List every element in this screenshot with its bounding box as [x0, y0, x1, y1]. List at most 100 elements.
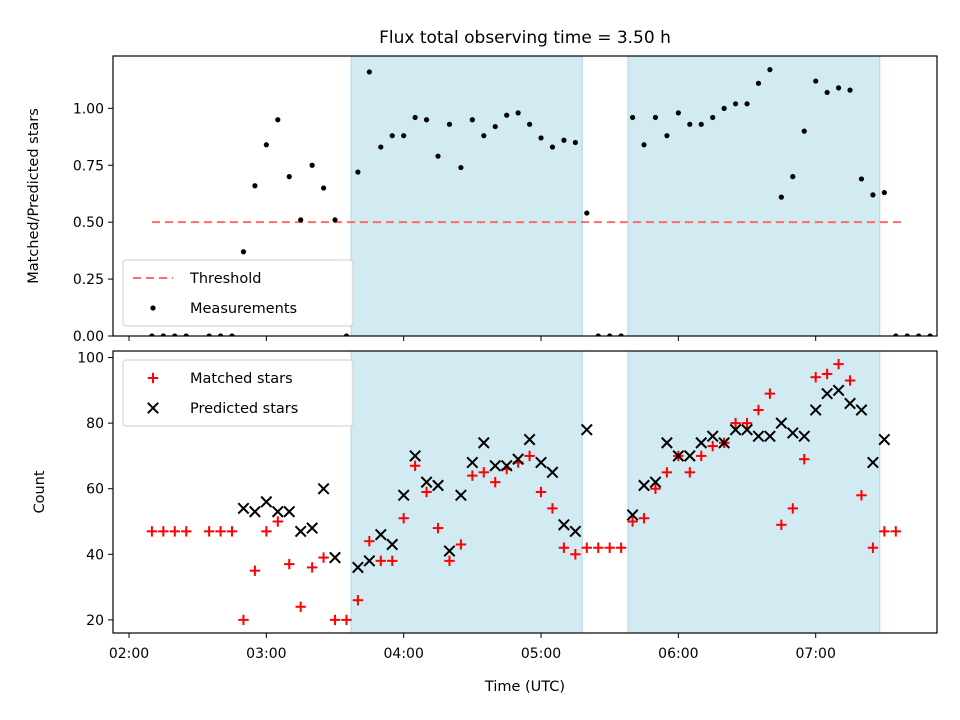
y-tick-label: 0.75 — [73, 158, 104, 174]
predicted-stars-point-d2 — [661, 436, 673, 449]
measurements-point — [618, 333, 624, 336]
predicted-stars-point — [546, 466, 559, 479]
matched-stars-point — [467, 470, 478, 481]
measurements-point — [538, 135, 544, 141]
predicted-stars-point — [626, 509, 639, 521]
legend-measurements-swatch — [150, 305, 156, 311]
measurements-point — [881, 189, 887, 196]
predicted-stars-point — [374, 528, 387, 541]
predicted-stars-point — [569, 525, 582, 538]
predicted-stars-point-d2 — [535, 456, 547, 469]
predicted-stars-point — [706, 430, 719, 443]
matched-stars-point — [810, 372, 821, 383]
predicted-stars-point — [523, 433, 536, 446]
predicted-stars-point-d2 — [809, 404, 822, 416]
measurements-point — [664, 133, 670, 139]
matched-stars-point — [604, 542, 615, 553]
measurements-point — [286, 174, 292, 180]
predicted-stars-point-d2 — [821, 387, 834, 400]
observing-window-0-0 — [350, 56, 583, 336]
matched-stars-point — [375, 555, 386, 567]
observing-window-0-1 — [627, 56, 881, 336]
matched-stars-point — [593, 542, 604, 553]
matched-stars-point — [844, 375, 856, 386]
predicted-stars-point — [729, 423, 742, 436]
predicted-stars-point — [249, 505, 261, 518]
matched-stars-point — [409, 460, 421, 471]
measurements-point — [687, 121, 693, 127]
predicted-stars-point-d2 — [409, 450, 422, 462]
measurements-point — [504, 112, 510, 118]
matched-stars-point — [146, 526, 158, 537]
predicted-stars-point — [821, 387, 834, 400]
matched-stars-point — [306, 562, 318, 573]
measurements-point — [595, 333, 601, 336]
predicted-stars-point-d2 — [786, 427, 799, 439]
observing-window-1-0 — [350, 351, 583, 633]
predicted-stars-point — [741, 423, 753, 436]
matched-stars-point — [684, 467, 695, 478]
measurements-point — [572, 139, 578, 146]
measurements-point — [481, 133, 487, 139]
measurements-point — [767, 67, 773, 73]
matched-stars-point — [169, 526, 180, 537]
legend-predicted-stars-label: Predicted stars — [190, 401, 298, 417]
predicted-stars-point-d2 — [569, 525, 582, 538]
measurements-point — [629, 114, 636, 121]
matched-stars-point — [352, 595, 364, 606]
matched-stars-point — [615, 542, 627, 553]
measurements-point — [824, 89, 830, 96]
predicted-stars-point-d2 — [844, 397, 856, 410]
measurements-point — [378, 144, 384, 150]
panel-0-frame — [112, 55, 938, 337]
matched-stars-point — [776, 519, 787, 530]
matched-stars-point — [226, 526, 238, 537]
legend-predicted-stars-swatch — [147, 402, 159, 414]
measurements-point — [412, 114, 418, 121]
measurements-point — [778, 194, 784, 200]
predicted-stars-point-d2 — [294, 525, 307, 538]
matched-stars-point — [203, 526, 215, 537]
predicted-stars-point — [432, 479, 444, 492]
predicted-stars-point — [397, 489, 410, 502]
predicted-stars-point — [237, 502, 250, 515]
predicted-stars-point-d2 — [832, 384, 845, 397]
matched-stars-point — [867, 542, 879, 553]
measurements-point — [526, 121, 533, 127]
predicted-stars-point-d2 — [260, 495, 273, 508]
measurements-point — [870, 192, 876, 198]
predicted-stars-point — [409, 450, 422, 462]
matched-stars-point — [570, 549, 581, 560]
matched-stars-point — [558, 542, 570, 553]
predicted-stars-point-d2 — [500, 459, 513, 472]
measurements-point — [675, 110, 681, 116]
predicted-stars-point — [535, 456, 547, 469]
matched-stars-point — [535, 486, 547, 498]
y-tick-label: 20 — [86, 613, 104, 629]
matched-stars-point — [455, 539, 467, 550]
measurements-point — [343, 333, 350, 336]
predicted-stars-point-d2 — [706, 430, 719, 443]
predicted-stars-point-d2 — [306, 522, 319, 534]
matched-stars-point — [364, 535, 375, 547]
predicted-stars-point-d2 — [695, 436, 708, 449]
measurements-point — [217, 333, 224, 336]
matched-stars-point — [764, 388, 776, 399]
predicted-stars-point — [764, 430, 776, 443]
predicted-stars-point-d2 — [558, 518, 570, 531]
matched-stars-point — [215, 526, 226, 537]
panel-1-frame — [112, 350, 938, 634]
measurements-point — [607, 333, 613, 336]
measurements-point — [732, 101, 739, 107]
measurements-point — [309, 162, 315, 168]
panel-0-legend: Threshold Measurements — [122, 259, 354, 327]
predicted-stars-point — [661, 436, 673, 449]
matched-stars-point — [753, 404, 764, 416]
predicted-stars-point — [363, 554, 376, 567]
y-tick-label: 100 — [77, 351, 104, 367]
matched-stars-point — [650, 483, 661, 494]
predicted-stars-point — [672, 450, 685, 462]
predicted-stars-point — [283, 505, 296, 518]
predicted-stars-point-d2 — [649, 476, 662, 489]
predicted-stars-point — [443, 545, 456, 557]
